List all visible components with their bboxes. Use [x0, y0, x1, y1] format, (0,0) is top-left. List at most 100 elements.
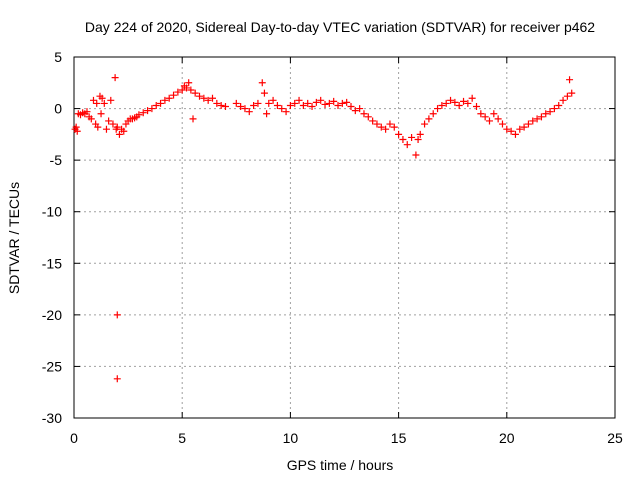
data-point	[555, 101, 563, 109]
data-point	[464, 99, 472, 107]
data-point	[516, 125, 524, 133]
data-point	[442, 99, 450, 107]
data-point	[460, 97, 468, 105]
data-point	[360, 110, 368, 118]
y-tick-label: -30	[42, 410, 62, 426]
x-tick-label: 15	[391, 430, 407, 446]
data-point	[481, 113, 489, 121]
x-tick-label: 25	[607, 430, 623, 446]
data-point	[161, 96, 169, 104]
data-point	[157, 99, 165, 107]
data-point	[105, 117, 113, 125]
data-point	[369, 117, 377, 125]
data-point	[364, 113, 372, 121]
data-point	[72, 123, 80, 131]
data-point	[111, 74, 119, 82]
data-point	[263, 110, 271, 118]
data-point	[183, 84, 191, 92]
data-point	[208, 94, 216, 102]
tick-labels: 0 5 10 15 20 25 5 0 -5 -10 -15 -20 -25 -30	[42, 49, 623, 446]
data-point	[269, 96, 277, 104]
data-point	[537, 113, 545, 121]
data-point	[83, 108, 91, 116]
data-point	[429, 110, 437, 118]
data-point	[390, 123, 398, 131]
data-point	[373, 120, 381, 128]
data-point	[347, 103, 355, 111]
data-point	[165, 94, 173, 102]
data-point	[511, 130, 519, 138]
data-point	[152, 101, 160, 109]
grid-lines	[74, 57, 615, 418]
data-point	[174, 88, 182, 96]
data-point	[94, 123, 102, 131]
data-points	[71, 74, 576, 383]
data-point	[490, 110, 498, 118]
data-point	[191, 89, 199, 97]
data-point	[447, 96, 455, 104]
y-tick-label: -5	[50, 152, 63, 168]
data-point	[185, 79, 193, 87]
y-axis-label: SDTVAR / TECUs	[6, 182, 22, 294]
data-point	[308, 103, 316, 111]
data-point	[93, 99, 101, 107]
data-point	[494, 115, 502, 123]
data-point	[97, 110, 105, 118]
axis-ticks	[73, 56, 616, 419]
data-point	[98, 94, 106, 102]
x-axis-label: GPS time / hours	[287, 457, 394, 473]
data-point	[351, 107, 359, 115]
data-point	[529, 117, 537, 125]
x-tick-label: 20	[499, 430, 515, 446]
data-point	[265, 99, 273, 107]
data-point	[438, 101, 446, 109]
data-point	[189, 115, 197, 123]
data-point	[144, 107, 152, 115]
data-point	[200, 94, 208, 102]
data-point	[204, 96, 212, 104]
data-point	[455, 101, 463, 109]
data-point	[395, 130, 403, 138]
data-point	[485, 117, 493, 125]
data-point	[107, 96, 115, 104]
data-point	[503, 125, 511, 133]
data-point	[100, 99, 108, 107]
data-point	[312, 98, 320, 106]
data-point	[304, 99, 312, 107]
data-point	[473, 103, 481, 111]
data-point	[403, 141, 411, 149]
data-point	[566, 76, 574, 84]
data-point	[434, 105, 442, 113]
data-point	[102, 125, 110, 133]
data-point	[120, 127, 128, 135]
data-point	[425, 115, 433, 123]
data-point	[550, 105, 558, 113]
data-point	[245, 108, 253, 116]
data-point	[412, 151, 420, 159]
data-point	[258, 79, 266, 87]
data-point	[89, 96, 97, 104]
data-point	[563, 92, 571, 100]
data-point	[237, 103, 245, 111]
data-point	[299, 101, 307, 109]
data-point	[468, 94, 476, 102]
data-point	[334, 101, 342, 109]
y-tick-label: -15	[42, 255, 62, 271]
data-point	[278, 105, 286, 113]
data-point	[232, 99, 240, 107]
data-point	[87, 115, 95, 123]
data-point	[338, 99, 346, 107]
data-point	[260, 89, 268, 97]
y-tick-label: 5	[54, 49, 62, 65]
data-point	[317, 96, 325, 104]
data-point	[113, 311, 121, 319]
data-point	[273, 101, 281, 109]
data-point	[477, 110, 485, 118]
data-point	[113, 375, 121, 383]
data-point	[295, 96, 303, 104]
data-point	[321, 100, 329, 108]
data-point	[115, 130, 123, 138]
data-point	[109, 120, 117, 128]
data-point	[330, 97, 338, 105]
